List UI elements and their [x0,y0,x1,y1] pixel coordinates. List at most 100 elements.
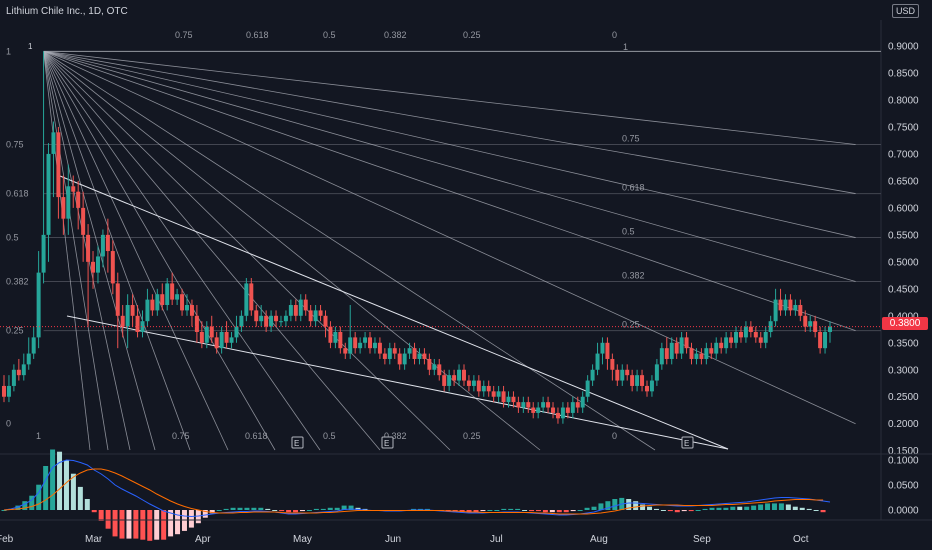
candle-body [6,385,11,397]
candle-body [427,358,432,370]
macd-histogram-bar [306,510,312,511]
macd-histogram-bar [341,505,347,510]
candle-body [254,310,259,322]
fib-level-label: 0.618 [622,183,645,193]
fib-fan-line [43,51,856,425]
candle-body [496,391,501,397]
candle-body [21,364,26,376]
candle-body [269,315,274,327]
macd-histogram-bar [1,510,7,511]
candle-body [768,321,773,332]
fib-level-label: 0 [612,30,617,40]
candle-body [664,348,669,359]
earnings-marker-box [681,436,694,449]
candle-body [140,321,145,332]
candle-body [407,348,412,354]
macd-histogram-bar [785,504,791,510]
macd-histogram-bar [15,505,21,510]
currency-selector[interactable]: USD [892,4,920,18]
candle-body [95,256,100,273]
macd-histogram-bar [133,510,139,539]
candle-body [808,321,813,327]
candle-body [175,294,180,300]
earnings-marker-box [381,436,394,449]
macd-histogram-bar [591,506,597,510]
time-axis-label: Apr [195,534,211,545]
macd-histogram-bar [688,510,694,512]
candle-body [531,407,536,413]
macd-axis-tick-label: 0.1000 [888,456,919,467]
earnings-marker-label: E [684,439,689,448]
gann-bottom-label: 0.382 [384,431,407,441]
candle-body [600,342,605,354]
candle-body [219,331,224,349]
macd-histogram-bar [730,506,736,510]
macd-histogram-bar [716,507,722,510]
candle-body [199,331,204,343]
candle-body [204,326,209,343]
macd-histogram-bar [355,507,361,510]
candle-body [165,283,170,306]
macd-histogram-bar [84,499,90,510]
candle-body [298,299,303,316]
candle-body [363,337,368,343]
candle-body [244,283,249,316]
candle-body [81,207,86,235]
price-axis-tick-label: 0.2500 [888,392,919,403]
candle-body [560,407,565,419]
macd-histogram-bar [230,507,236,510]
gann-top-label: 0.25 [463,30,481,40]
macd-histogram-bar [237,507,243,510]
macd-histogram-bar [320,508,326,510]
candle-body [36,272,41,338]
candle-body [625,369,630,376]
candle-body [689,348,694,359]
candle-body [452,375,457,381]
candle-body [476,380,481,392]
macd-histogram-bar [792,506,798,510]
candle-body [541,402,546,408]
macd-histogram-bar [348,505,354,510]
macd-histogram-bar [43,466,49,510]
candle-body [264,315,269,327]
candle-body [234,326,239,338]
gann-fan-line [43,51,91,451]
macd-histogram-bar [251,507,257,510]
macd-histogram-bar [612,499,618,510]
candle-body [743,326,748,338]
candle-body [748,326,753,332]
candle-body [130,305,135,316]
candle-body [229,337,234,343]
gann-bottom-label: 0 [612,431,617,441]
macd-histogram-bar [529,510,535,512]
candle-body [649,380,654,392]
macd-histogram-bar [577,510,583,511]
candle-body [773,299,778,322]
candle-body [16,369,21,376]
candle-body [521,402,526,408]
candle-body [674,342,679,354]
macd-histogram-bar [723,507,729,510]
price-axis-tick-label: 0.4000 [888,311,919,322]
time-axis-label: Mar [85,534,103,545]
price-axis-tick-label: 0.4500 [888,284,919,295]
price-axis-tick-label: 0.2000 [888,419,919,430]
candle-body [348,337,353,354]
macd-histogram-bar [522,510,528,511]
macd-histogram-bar [751,505,757,510]
candle-body [516,402,521,408]
candle-body [590,369,595,381]
price-axis-tick-label: 0.3500 [888,338,919,349]
pivot-label: 1 [28,42,33,51]
candle-body [823,331,828,349]
macd-histogram-bar [473,510,479,513]
candle-body [76,191,81,208]
price-axis-tick-label: 0.5500 [888,230,919,241]
macd-histogram-bar [279,510,285,512]
macd-line [3,459,831,518]
candle-body [818,331,823,349]
candle-body [763,331,768,343]
time-axis-label: Sep [693,534,711,545]
macd-histogram-bar [466,510,472,513]
